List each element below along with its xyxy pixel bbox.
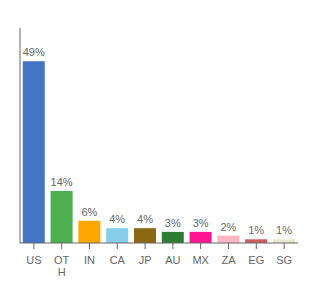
svg-text:6%: 6% <box>81 206 97 218</box>
svg-text:2%: 2% <box>220 221 236 233</box>
svg-text:4%: 4% <box>109 213 125 225</box>
svg-text:3%: 3% <box>165 217 181 229</box>
svg-text:ZA: ZA <box>221 254 236 266</box>
svg-text:IN: IN <box>84 254 95 266</box>
svg-text:SG: SG <box>276 254 292 266</box>
svg-text:49%: 49% <box>23 46 45 58</box>
svg-text:4%: 4% <box>137 213 153 225</box>
svg-text:MX: MX <box>192 254 209 266</box>
svg-text:JP: JP <box>139 254 152 266</box>
svg-text:1%: 1% <box>276 224 292 236</box>
svg-text:OTH: OTH <box>54 254 70 278</box>
svg-text:AU: AU <box>165 254 180 266</box>
svg-text:EG: EG <box>248 254 264 266</box>
svg-text:14%: 14% <box>51 176 73 188</box>
svg-text:CA: CA <box>110 254 126 266</box>
svg-text:1%: 1% <box>248 224 264 236</box>
svg-text:3%: 3% <box>193 217 209 229</box>
svg-text:US: US <box>26 254 41 266</box>
